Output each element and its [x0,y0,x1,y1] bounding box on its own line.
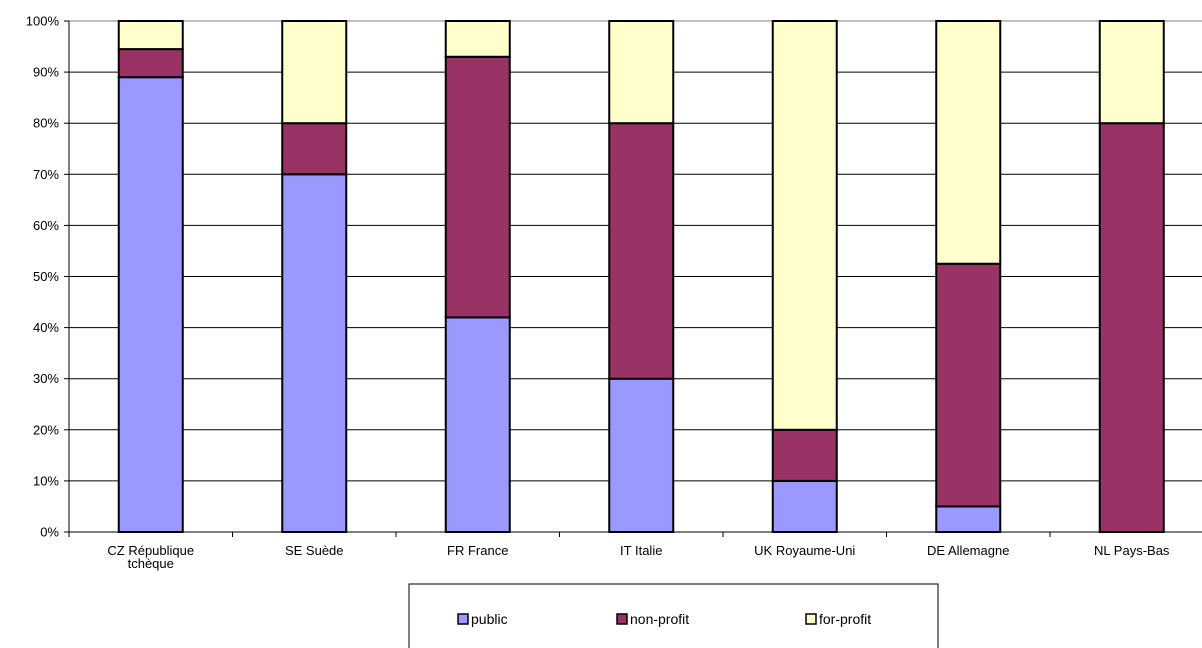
bar-segment-non-profit [1098,122,1165,533]
legend: public non-profit for-profit [408,583,939,648]
legend-label-non-profit: non-profit [630,611,689,627]
axes [64,20,1202,537]
x-category-label: NL Pays-Bas [1094,543,1170,558]
y-tick-label: 30% [33,371,59,386]
legend-label-public: public [471,611,508,627]
x-category-label: SE Suède [285,543,344,558]
legend-swatch-public [457,613,469,625]
bar-segment-for-profit [444,20,511,58]
x-category-labels: CZ République tchèque SE Suède FR France IT … [107,543,1170,571]
y-tick-label: 80% [33,116,59,131]
x-category-label: CZ République tchèque [107,543,194,571]
y-tick-labels: 0% 10% 20% 30% 40% 50% 60% 70% 80% 90% 100% [26,14,60,540]
y-tick-label: 70% [33,167,59,182]
bar-segment-public [281,173,348,534]
legend-swatch-non-profit [616,613,628,625]
x-category-label: UK Royaume-Uni [754,543,855,558]
bar-segment-non-profit [281,122,348,176]
bar-segment-for-profit [771,20,838,431]
bars [117,20,1165,534]
x-category-label: FR France [447,543,508,558]
bar-segment-non-profit [444,55,511,319]
x-category-label: IT Italie [620,543,662,558]
y-tick-label: 10% [33,473,59,488]
bar-segment-public [771,479,838,533]
y-tick-label: 40% [33,320,59,335]
bar-segment-non-profit [608,122,675,380]
legend-box [408,583,939,648]
bar-segment-non-profit [935,262,1002,508]
y-tick-label: 90% [33,65,59,80]
bar-segment-non-profit [117,48,184,79]
y-tick-label: 60% [33,218,59,233]
legend-swatch-for-profit [805,613,817,625]
bar-segment-for-profit [608,20,675,125]
bar-segment-for-profit [1098,20,1165,125]
legend-label-for-profit: for-profit [819,611,871,627]
bar-segment-public [117,76,184,534]
y-tick-label: 50% [33,269,59,284]
y-tick-label: 20% [33,422,59,437]
bar-segment-non-profit [771,428,838,482]
bar-segment-for-profit [281,20,348,125]
y-tick-label: 100% [26,14,60,29]
x-category-label: DE Allemagne [927,543,1009,558]
y-tick-label: 0% [40,525,59,540]
bar-segment-public [444,316,511,533]
bar-segment-public [935,505,1002,534]
bar-segment-for-profit [935,20,1002,265]
bar-segment-for-profit [117,20,184,51]
bar-segment-public [608,377,675,534]
